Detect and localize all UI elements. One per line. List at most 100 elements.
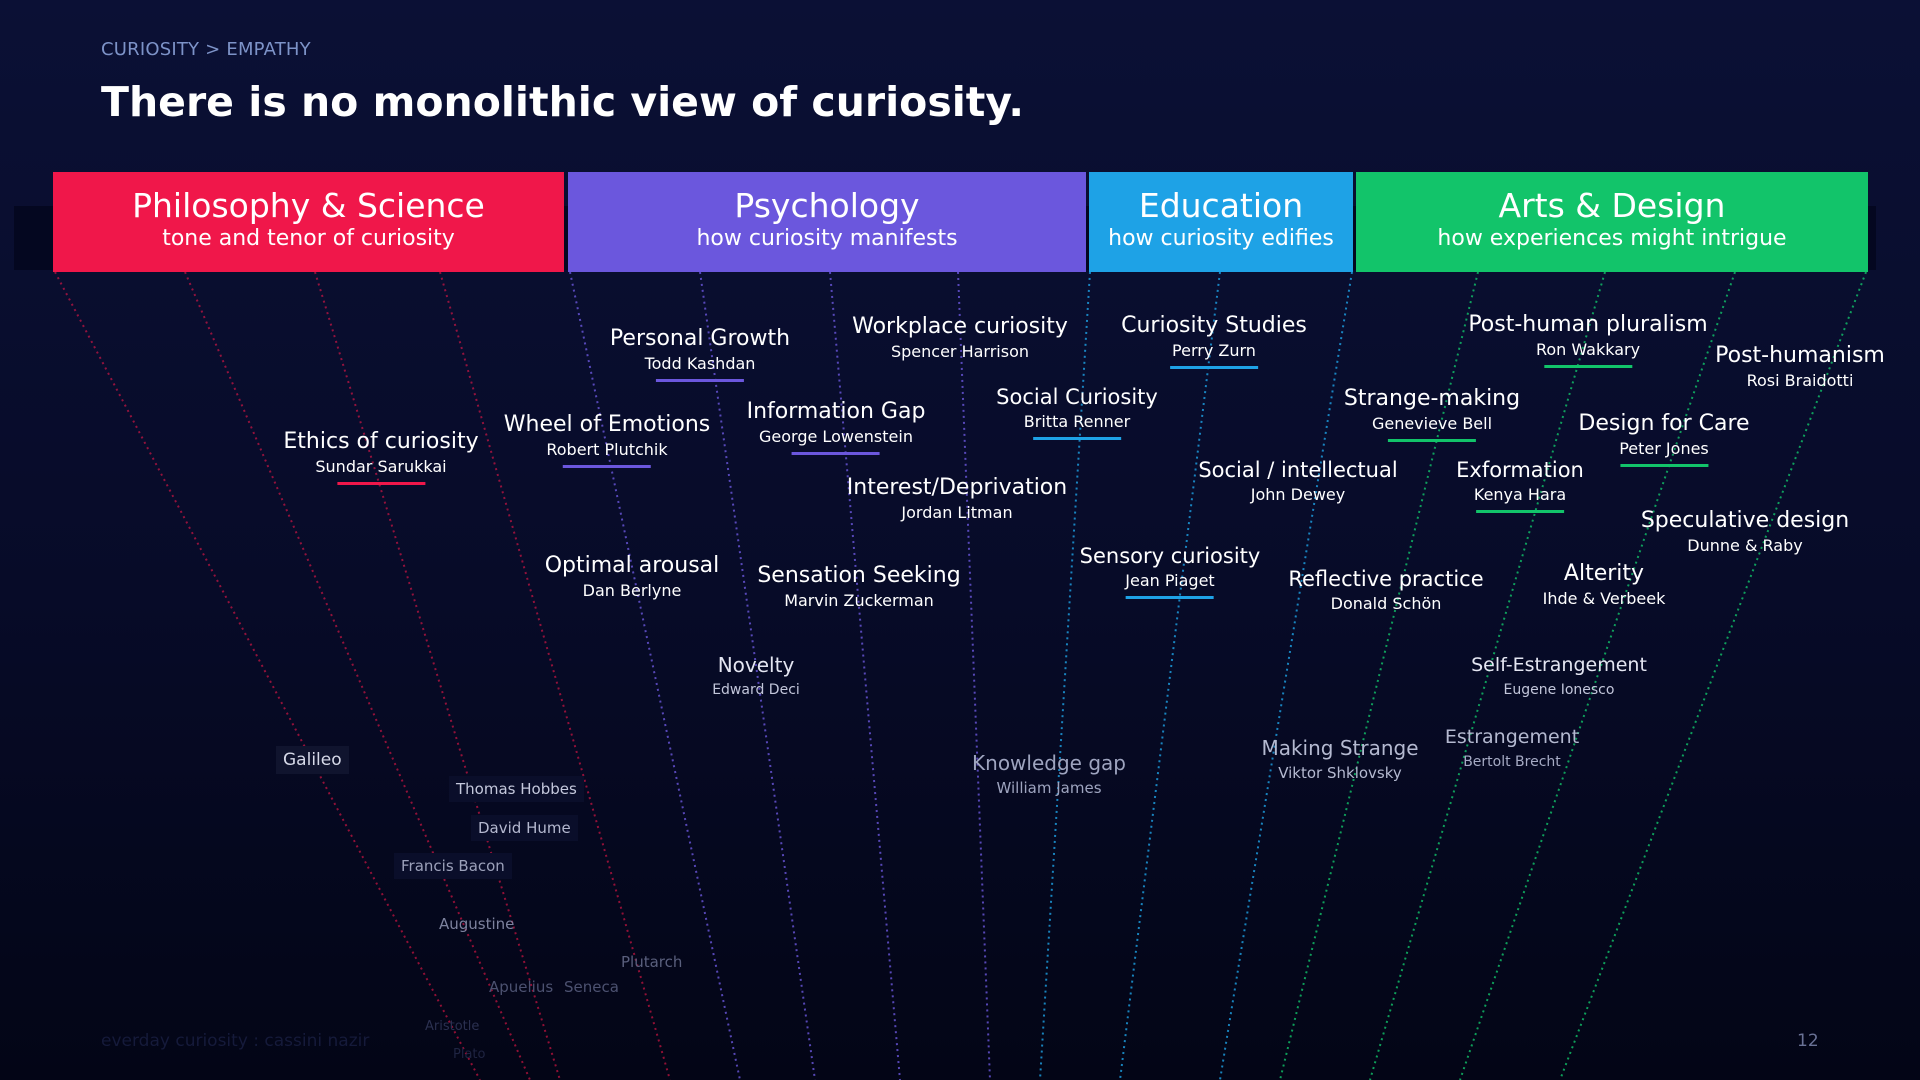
theory-author: Ihde & Verbeek <box>1542 589 1666 608</box>
category-psychology: Psychology how curiosity manifests <box>568 172 1086 272</box>
category-arts-design: Arts & Design how experiences might intr… <box>1356 172 1868 272</box>
theory-author: Peter Jones <box>1619 439 1709 458</box>
theory-name: Strange-making <box>1343 386 1521 411</box>
category-subtitle: how curiosity manifests <box>696 226 958 251</box>
theory-curiosity-studies: Curiosity Studies Perry Zurn <box>1121 312 1307 369</box>
theory-information-gap: Information Gap George Lowenstein <box>746 398 926 455</box>
theory-name: Social / intellectual <box>1198 458 1398 482</box>
theory-name: Exformation <box>1456 458 1584 482</box>
theory-novelty: Novelty Edward Deci <box>712 651 800 701</box>
connector-line <box>54 271 481 1080</box>
theory-name: Interest/Deprivation <box>846 475 1068 500</box>
theory-name: Wheel of Emotions <box>503 412 711 437</box>
theory-name: Alterity <box>1563 561 1645 586</box>
connector-line <box>829 271 901 1080</box>
theory-underline <box>337 482 425 485</box>
theory-name: Speculative design <box>1640 508 1850 533</box>
connector-line <box>1119 271 1221 1080</box>
theory-wheel-of-emotions: Wheel of Emotions Robert Plutchik <box>504 411 710 468</box>
theory-author: Sundar Sarukkai <box>315 457 447 476</box>
theory-knowledge-gap: Knowledge gap William James <box>972 749 1126 799</box>
theory-name: Making Strange <box>1261 736 1419 760</box>
theory-social-intellectual: Social / intellectual John Dewey <box>1198 456 1397 506</box>
theory-ethics-of-curiosity: Ethics of curiosity Sundar Sarukkai <box>283 428 479 485</box>
theory-author: Todd Kashdan <box>644 354 756 373</box>
theory-underline <box>563 465 651 468</box>
theory-name: Information Gap <box>746 399 926 424</box>
thinker-tag: Francis Bacon <box>394 853 512 879</box>
category-title: Psychology <box>734 186 920 225</box>
theory-underline <box>792 452 880 455</box>
thinker-tag: David Hume <box>471 815 578 841</box>
theory-author: John Dewey <box>1250 485 1346 504</box>
theory-interest-deprivation: Interest/Deprivation Jordan Litman <box>847 474 1067 524</box>
theory-name: Curiosity Studies <box>1121 313 1307 338</box>
theory-author: Jordan Litman <box>901 503 1013 522</box>
thinker-tag: Aristotle <box>425 1019 480 1034</box>
theory-sensation-seeking: Sensation Seeking Marvin Zuckerman <box>757 562 960 612</box>
theory-name: Self-Estrangement <box>1471 654 1647 676</box>
theory-self-estrangement: Self-Estrangement Eugene Ionesco <box>1471 651 1647 701</box>
theory-name: Sensation Seeking <box>757 563 961 588</box>
theory-author: Britta Renner <box>1023 412 1131 431</box>
theory-name: Optimal arousal <box>544 553 720 578</box>
thinker-tag: Seneca <box>564 978 619 996</box>
connector-line <box>184 271 531 1080</box>
theory-name: Post-humanism <box>1715 343 1885 368</box>
connector-line <box>1369 271 1606 1080</box>
thinker-tag: Thomas Hobbes <box>449 776 584 802</box>
theory-author: William James <box>996 779 1102 797</box>
theory-underline <box>656 379 744 382</box>
theory-underline <box>1170 366 1258 369</box>
theory-author: Dan Berlyne <box>582 581 682 600</box>
theory-name: Sensory curiosity <box>1079 544 1261 568</box>
theory-underline <box>1619 464 1708 467</box>
connector-line <box>1279 271 1479 1080</box>
theory-optimal-arousal: Optimal arousal Dan Berlyne <box>545 552 720 602</box>
theory-author: Bertolt Brecht <box>1463 754 1561 770</box>
category-education: Education how curiosity edifies <box>1089 172 1353 272</box>
theory-underline <box>1032 437 1121 440</box>
theory-post-humanism: Post-humanism Rosi Braidotti <box>1715 342 1885 392</box>
theory-name: Knowledge gap <box>972 751 1126 775</box>
theory-author: Rosi Braidotti <box>1746 371 1854 390</box>
page-number: 12 <box>1797 1031 1819 1051</box>
theory-author: Donald Schön <box>1330 594 1442 613</box>
category-subtitle: how experiences might intrigue <box>1437 226 1787 251</box>
theory-name: Workplace curiosity <box>852 314 1068 339</box>
connector-line <box>1559 271 1867 1080</box>
theory-name: Reflective practice <box>1288 567 1484 591</box>
page-title: There is no monolithic view of curiosity… <box>101 78 1024 126</box>
theory-social-curiosity: Social Curiosity Britta Renner <box>996 383 1158 440</box>
theory-author: Genevieve Bell <box>1371 414 1493 433</box>
theory-name: Personal Growth <box>609 326 791 351</box>
theory-underline <box>1544 365 1632 368</box>
category-subtitle: tone and tenor of curiosity <box>162 226 455 251</box>
theory-making-strange: Making Strange Viktor Shklovsky <box>1261 734 1418 784</box>
theory-name: Ethics of curiosity <box>283 429 479 454</box>
theory-underline <box>1387 439 1476 442</box>
connector-line <box>314 271 561 1080</box>
theory-underline <box>1475 510 1564 513</box>
breadcrumb: CURIOSITY > EMPATHY <box>101 39 311 60</box>
theory-name: Design for Care <box>1578 411 1750 436</box>
theory-author: Jean Piaget <box>1125 571 1215 590</box>
theory-personal-growth: Personal Growth Todd Kashdan <box>610 325 790 382</box>
theory-author: Eugene Ionesco <box>1503 682 1615 698</box>
theory-sensory-curiosity: Sensory curiosity Jean Piaget <box>1079 542 1261 599</box>
theory-name: Post-human pluralism <box>1468 312 1708 337</box>
theory-author: Marvin Zuckerman <box>784 591 934 610</box>
theory-design-for-care: Design for Care Peter Jones <box>1578 410 1750 467</box>
theory-author: Kenya Hara <box>1473 485 1567 504</box>
category-title: Arts & Design <box>1498 186 1726 225</box>
theory-reflective-practice: Reflective practice Donald Schön <box>1288 565 1483 615</box>
connector-line <box>439 271 671 1080</box>
category-subtitle: how curiosity edifies <box>1108 226 1334 251</box>
theory-name: Novelty <box>717 653 795 677</box>
theory-exformation: Exformation Kenya Hara <box>1456 456 1584 513</box>
theory-author: Robert Plutchik <box>546 440 668 459</box>
theory-author: Dunne & Raby <box>1687 536 1803 555</box>
theory-speculative-design: Speculative design Dunne & Raby <box>1641 507 1849 557</box>
theory-author: George Lowenstein <box>759 427 913 446</box>
